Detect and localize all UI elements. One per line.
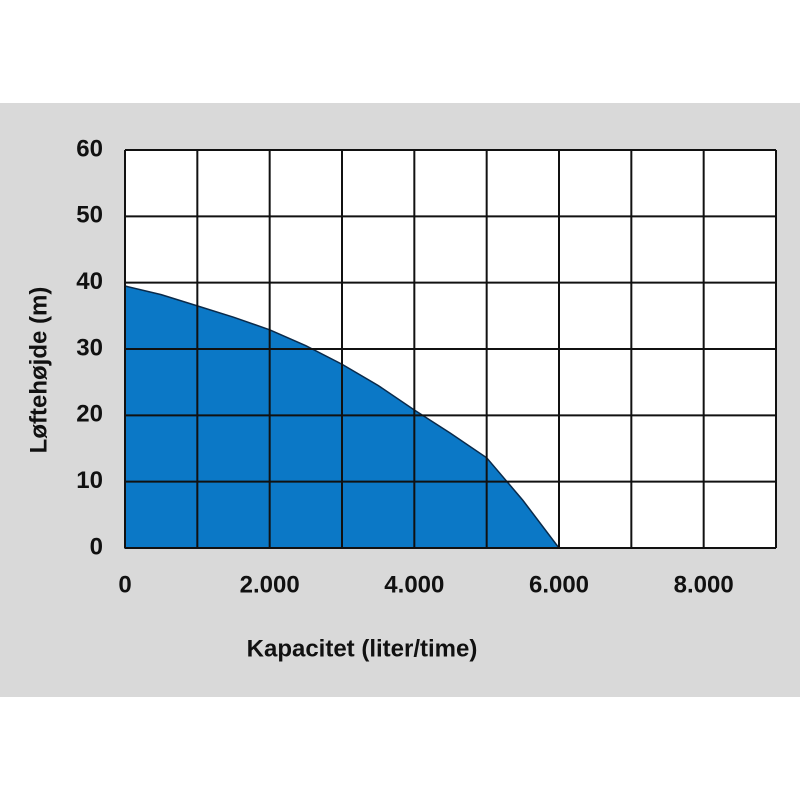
y-tick-label: 60 <box>76 135 103 162</box>
y-tick-label: 40 <box>76 268 103 295</box>
y-tick-label: 30 <box>76 334 103 361</box>
x-tick-label: 4.000 <box>384 571 444 598</box>
y-axis-title: Løftehøjde (m) <box>25 287 52 454</box>
x-tick-label: 0 <box>118 571 131 598</box>
x-tick-label: 2.000 <box>240 571 300 598</box>
x-axis-title: Kapacitet (liter/time) <box>247 635 478 662</box>
x-tick-label: 8.000 <box>674 571 734 598</box>
y-tick-label: 20 <box>76 401 103 428</box>
y-tick-label: 10 <box>76 467 103 494</box>
x-tick-label: 6.000 <box>529 571 589 598</box>
y-tick-label: 0 <box>90 533 103 560</box>
y-tick-label: 50 <box>76 202 103 229</box>
